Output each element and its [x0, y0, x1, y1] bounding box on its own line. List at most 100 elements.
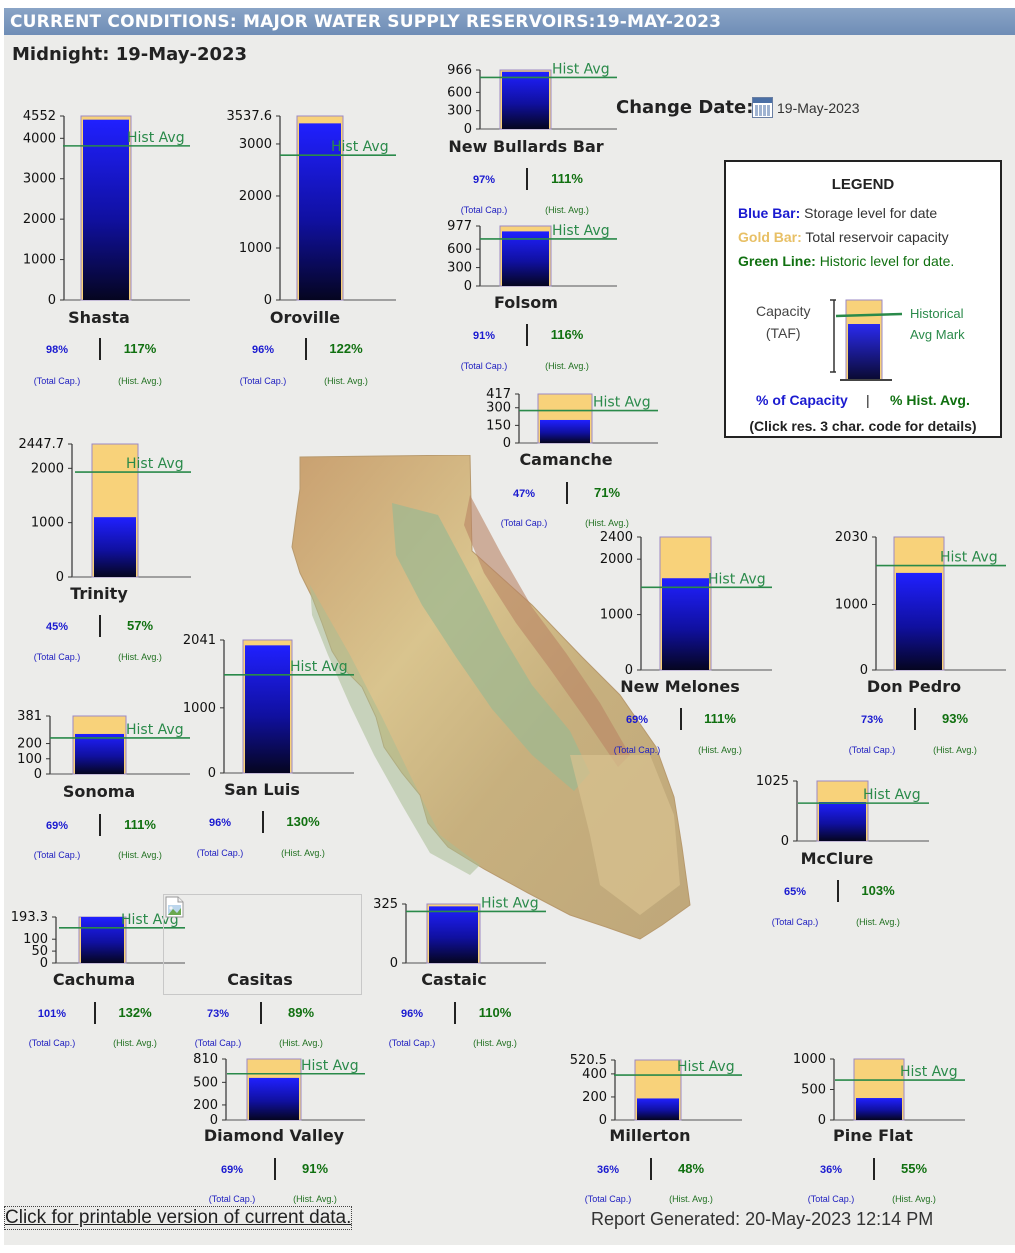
new-bullards-bar-pct-hist-avg: 111% [551, 171, 583, 186]
sonoma-pct-hist-avg: 111% [124, 817, 156, 832]
cachuma-name[interactable]: Cachuma [53, 970, 135, 989]
sonoma-tick-label-3: 381 [17, 709, 42, 724]
diamond-valley-name-link[interactable]: Diamond Valley [203, 1126, 345, 1145]
calendar-icon[interactable] [752, 97, 773, 118]
sonoma-name[interactable]: Sonoma [63, 782, 135, 801]
millerton-name-link[interactable]: Millerton [609, 1126, 691, 1145]
diamond-valley-pct-capacity: 69% [220, 1164, 244, 1176]
new-bullards-bar-name-link[interactable]: New Bullards Bar [448, 137, 604, 156]
millerton-pct-capacity: 36% [596, 1164, 620, 1176]
trinity-storage-bar [94, 517, 136, 577]
mcclure-name-link[interactable]: McClure [800, 849, 874, 868]
header-bar: CURRENT CONDITIONS: MAJOR WATER SUPPLY R… [4, 8, 1015, 35]
don-pedro-pct-hist-avg: 93% [941, 711, 969, 726]
pine-flat-name-link[interactable]: Pine Flat [833, 1126, 913, 1145]
millerton-pct-hist-avg: 48% [677, 1161, 705, 1176]
don-pedro-hist-avg-label-text: (Hist. Avg.) [933, 745, 977, 755]
new-bullards-bar-name[interactable]: New Bullards Bar [448, 137, 603, 156]
casitas-name-link[interactable]: Casitas [227, 970, 293, 989]
new-bullards-bar-pct-separator [526, 168, 528, 190]
diamond-valley-hist-avg-label-text: (Hist. Avg.) [293, 1194, 337, 1204]
camanche-name-link[interactable]: Camanche [519, 450, 613, 469]
oroville-storage-bar [299, 123, 341, 300]
new-melones-name[interactable]: New Melones [620, 677, 740, 696]
diamond-valley-name[interactable]: Diamond Valley [204, 1126, 344, 1145]
new-bullards-bar-tick-label-3: 966 [447, 63, 472, 78]
castaic-hist-avg-label-text: (Hist. Avg.) [473, 1038, 517, 1048]
don-pedro-hist-avg-label: Hist Avg [940, 550, 998, 566]
new-melones-tick-label-3: 2400 [600, 530, 633, 545]
diamond-valley-storage-bar [249, 1077, 299, 1120]
folsom-name-link[interactable]: Folsom [494, 293, 558, 312]
printable-version-link[interactable]: Click for printable version of current d… [3, 1206, 353, 1230]
trinity-name[interactable]: Trinity [70, 584, 127, 603]
folsom-name[interactable]: Folsom [494, 293, 558, 312]
sonoma-name-link[interactable]: Sonoma [62, 782, 136, 801]
diamond-valley-pct-hist-avg: 91% [301, 1161, 329, 1176]
pine-flat-pct-separator [873, 1158, 875, 1180]
oroville-name[interactable]: Oroville [270, 308, 340, 327]
mcclure-pct-capacity: 65% [783, 886, 807, 898]
san-luis-name-link[interactable]: San Luis [224, 780, 300, 799]
san-luis-name[interactable]: San Luis [224, 780, 300, 799]
shasta-storage-bar [83, 119, 129, 301]
castaic-name[interactable]: Castaic [421, 970, 486, 989]
casitas-pct-capacity: 73% [206, 1008, 230, 1020]
new-melones-tick-label-2: 2000 [600, 552, 633, 567]
oroville-total-cap-label: (Total Cap.) [239, 376, 287, 386]
legend-green-term: Green Line: [738, 253, 816, 269]
cachuma-pct-separator [94, 1002, 96, 1024]
trinity-name-link[interactable]: Trinity [70, 584, 128, 603]
shasta-tick-label-2: 2000 [23, 212, 56, 227]
shasta-name[interactable]: Shasta [68, 308, 130, 327]
cachuma-tick-label-1: 50 [31, 944, 48, 959]
legend-gold-desc: Total reservoir capacity [805, 229, 949, 245]
oroville-name-link[interactable]: Oroville [269, 308, 341, 327]
pine-flat-tick-label-2: 1000 [793, 1052, 826, 1067]
san-luis-tick-label-1: 1000 [183, 701, 216, 716]
pine-flat-tick-label-1: 500 [801, 1083, 826, 1098]
don-pedro-name-link[interactable]: Don Pedro [866, 677, 962, 696]
camanche-name[interactable]: Camanche [519, 450, 612, 469]
folsom-tick-label-3: 977 [447, 219, 472, 234]
sonoma-pct-separator [99, 814, 101, 836]
change-date-value[interactable]: 19-May-2023 [777, 100, 860, 116]
legend-hist-line1: Historical [910, 306, 964, 321]
trinity-tick-label-2: 2000 [31, 461, 64, 476]
san-luis-tick-label-0: 0 [208, 766, 216, 781]
castaic-pct-separator [454, 1002, 456, 1024]
don-pedro-name[interactable]: Don Pedro [867, 677, 961, 696]
sonoma-pct-capacity: 69% [45, 820, 69, 832]
castaic-hist-avg-label: Hist Avg [481, 895, 539, 911]
camanche-hist-avg-label-text: (Hist. Avg.) [585, 518, 629, 528]
camanche-pct-hist-avg: 71% [593, 485, 621, 500]
oroville-tick-label-4: 3537.6 [227, 109, 273, 124]
shasta-tick-label-0: 0 [48, 293, 56, 308]
casitas-pct-hist-avg: 89% [287, 1005, 315, 1020]
camanche-total-cap-label: (Total Cap.) [500, 518, 548, 528]
millerton-pct-separator [650, 1158, 652, 1180]
folsom-pct-hist-avg: 116% [550, 327, 584, 342]
millerton-name[interactable]: Millerton [609, 1126, 690, 1145]
trinity-tick-label-0: 0 [56, 570, 64, 585]
pine-flat-total-cap-label: (Total Cap.) [807, 1194, 855, 1204]
legend-hist-line2: Avg Mark [910, 327, 965, 342]
shasta-name-link[interactable]: Shasta [68, 308, 130, 327]
legend-green-row: Green Line: Historic level for date. [738, 253, 954, 269]
desert-region [570, 755, 680, 915]
new-bullards-bar-hist-avg-label-text: (Hist. Avg.) [545, 205, 589, 215]
cachuma-name-link[interactable]: Cachuma [52, 970, 136, 989]
shasta-tick-label-3: 3000 [23, 172, 56, 187]
new-melones-name-link[interactable]: New Melones [620, 677, 740, 696]
castaic-name-link[interactable]: Castaic [421, 970, 487, 989]
camanche-pct-capacity: 47% [512, 488, 536, 500]
casitas-name[interactable]: Casitas [227, 970, 293, 989]
san-luis-pct-hist-avg: 130% [286, 814, 320, 829]
camanche-hist-avg-label: Hist Avg [593, 395, 651, 411]
mcclure-hist-avg-label: Hist Avg [863, 787, 921, 803]
new-melones-pct-separator [680, 708, 682, 730]
pine-flat-name[interactable]: Pine Flat [833, 1126, 913, 1145]
mcclure-name[interactable]: McClure [801, 849, 874, 868]
broken-image-icon [165, 896, 184, 918]
trinity-hist-avg-label: Hist Avg [126, 456, 184, 472]
